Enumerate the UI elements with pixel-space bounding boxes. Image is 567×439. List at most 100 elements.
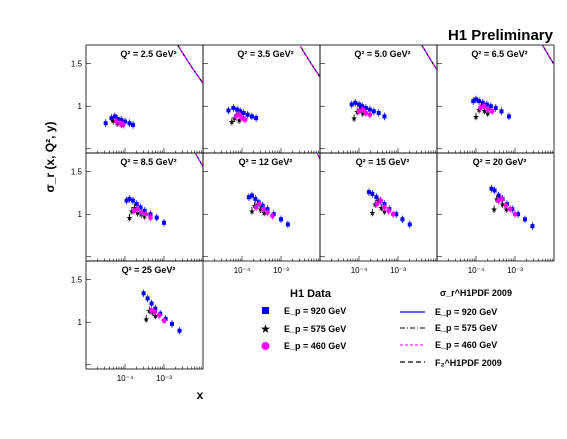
- data-point-920: [154, 215, 159, 220]
- panel-q-3-5-gev: ★★★★★Q² = 3.5 GeV²: [202, 44, 321, 154]
- data-point-920: [169, 321, 174, 326]
- data-point-575: ★: [351, 114, 358, 123]
- data-point-575: ★: [375, 197, 382, 206]
- data-point-575: ★: [257, 205, 264, 214]
- panel-frame: [85, 260, 204, 370]
- data-point-920: [489, 186, 494, 191]
- data-point-460: [485, 107, 491, 113]
- data-point-460: [503, 203, 509, 209]
- data-point-920: [492, 188, 497, 193]
- data-point-920: [238, 109, 243, 114]
- data-point-460: [257, 201, 262, 207]
- x-tick-label: 10⁻⁴: [234, 266, 251, 275]
- data-point-575: ★: [134, 209, 141, 218]
- data-point-575: ★: [496, 193, 503, 202]
- data-point-920: [376, 111, 381, 116]
- data-point-920: [141, 291, 146, 296]
- preliminary-title: H1 Preliminary: [448, 27, 554, 44]
- x-tick-label: 10⁻⁴: [351, 266, 368, 275]
- panel-q2-label: Q² = 20 GeV²: [473, 157, 527, 167]
- data-point-920: [484, 102, 489, 107]
- x-axis-label: x: [197, 388, 204, 402]
- data-point-575: ★: [484, 109, 491, 118]
- panel-q2-label: Q² = 25 GeV²: [122, 265, 176, 275]
- data-point-920: [349, 102, 354, 107]
- panel-frame: [85, 44, 204, 154]
- data-point-920: [477, 99, 482, 104]
- data-point-920: [124, 198, 129, 203]
- data-point-460: [265, 210, 270, 215]
- panel-q2-label: Q² = 6.5 GeV²: [471, 49, 527, 59]
- data-point-575: ★: [261, 209, 268, 218]
- data-point-460: [120, 122, 126, 128]
- x-tick-label: 10⁻⁴: [117, 374, 134, 383]
- data-point-920: [367, 107, 372, 112]
- data-point-920: [130, 122, 135, 127]
- sigma-r-460-curve: [317, 154, 321, 159]
- panel-q2-label: Q² = 8.5 GeV²: [120, 157, 176, 167]
- data-point-920: [127, 196, 132, 201]
- y-tick-label: 1.5: [71, 276, 83, 285]
- data-point-920: [474, 97, 478, 102]
- data-point-920: [260, 203, 265, 208]
- data-point-920: [506, 114, 511, 119]
- data-point-920: [149, 301, 154, 306]
- data-point-575: ★: [499, 200, 506, 209]
- legend-curve-920-label: E_p = 920 GeV: [435, 307, 497, 317]
- data-point-920: [241, 111, 246, 116]
- panel-q2-label: Q² = 15 GeV²: [356, 157, 410, 167]
- data-point-920: [279, 217, 283, 222]
- data-point-460: [156, 313, 162, 318]
- y-axis-label: σ_r (x, Q², y): [43, 122, 57, 193]
- data-point-920: [235, 107, 240, 112]
- data-point-460: [148, 215, 153, 221]
- data-point-460: [253, 205, 259, 210]
- data-point-575: ★: [131, 203, 138, 212]
- data-point-575: ★: [143, 315, 150, 324]
- data-point-920: [249, 114, 254, 119]
- data-point-920: [249, 193, 254, 198]
- data-point-920: [516, 212, 521, 217]
- data-point-460: [135, 206, 140, 212]
- data-point-920: [253, 196, 258, 201]
- data-point-920: [134, 202, 139, 207]
- legend-curve-575-label: E_p = 575 GeV: [435, 323, 497, 333]
- x-tick-label: 10⁻³: [156, 374, 172, 383]
- data-point-920: [285, 222, 290, 227]
- data-point-575: ★: [476, 106, 483, 115]
- data-point-920: [112, 114, 117, 119]
- data-point-460: [269, 213, 275, 219]
- legend-575-marker: ★: [260, 322, 271, 336]
- data-point-920: [499, 109, 504, 114]
- legend-575-label: E_p = 575 GeV: [284, 324, 346, 334]
- data-point-575: ★: [472, 112, 479, 121]
- panel-q2-label: Q² = 12 GeV²: [239, 157, 293, 167]
- x-tick-label: 10⁻³: [390, 266, 406, 275]
- data-point-920: [353, 100, 358, 105]
- data-point-460: [367, 112, 373, 118]
- data-point-575: ★: [378, 203, 385, 212]
- y-tick-label: 1: [78, 318, 83, 327]
- data-point-920: [138, 205, 143, 210]
- data-point-575: ★: [231, 114, 238, 123]
- data-point-920: [371, 109, 376, 114]
- data-point-920: [142, 208, 147, 213]
- data-point-920: [530, 224, 535, 229]
- data-point-575: ★: [228, 118, 235, 127]
- data-point-920: [357, 102, 361, 107]
- sigma-r-460-curve: [178, 46, 204, 84]
- data-point-460: [143, 211, 149, 217]
- panel-q-6-5-gev: ★★★★★Q² = 6.5 GeV²: [436, 44, 555, 154]
- data-point-920: [400, 217, 405, 222]
- data-point-575: ★: [126, 214, 133, 223]
- legend-data-title: H1 Data: [290, 288, 332, 300]
- data-point-575: ★: [359, 109, 366, 118]
- data-point-575: ★: [152, 311, 159, 320]
- panel-q2-label: Q² = 3.5 GeV²: [237, 49, 293, 59]
- data-point-920: [394, 212, 399, 217]
